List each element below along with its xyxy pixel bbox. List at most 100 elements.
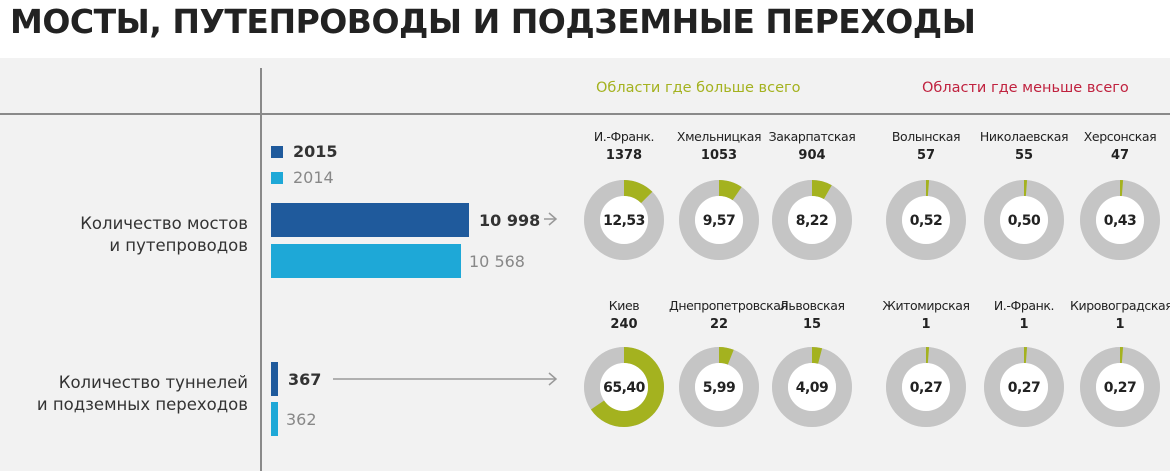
donut-arc xyxy=(772,180,852,260)
donut-value-label: 9,57 xyxy=(703,213,736,229)
donut-center xyxy=(695,363,743,411)
region-count: 1 xyxy=(1019,317,1029,332)
least-regions-header: Области где меньше всего xyxy=(922,80,1129,96)
row-label-tunnels-line2: и подземных переходов xyxy=(36,395,248,414)
donut-value-label: 0,27 xyxy=(1104,380,1137,396)
donut-least-0-2: 0,43 xyxy=(1080,180,1160,260)
donut-value-label: 5,99 xyxy=(703,380,736,396)
donut-arc xyxy=(1080,180,1160,260)
arrow-bridges xyxy=(544,212,558,226)
donut-value-label: 0,50 xyxy=(1008,213,1041,229)
region-most-0-2: Закарпатская 904 xyxy=(762,129,862,164)
column-divider xyxy=(260,68,262,471)
legend-item-2015: 2015 xyxy=(271,142,338,161)
region-most-0-0: И.-Франк. 1378 xyxy=(574,129,674,164)
donut-center xyxy=(1000,363,1048,411)
region-name: Волынская xyxy=(891,129,961,144)
donut-center xyxy=(1096,196,1144,244)
region-least-0-1: Николаевская 55 xyxy=(974,129,1074,164)
region-most-1-1: Днепропетровская 22 xyxy=(669,298,788,333)
row-label-tunnels: Количество туннелей и подземных переходо… xyxy=(18,372,248,416)
region-count: 55 xyxy=(1014,148,1034,163)
region-least-0-0: Волынская 57 xyxy=(876,129,976,164)
region-name: Днепропетровская xyxy=(669,298,788,313)
legend-item-2014: 2014 xyxy=(271,168,334,187)
region-least-1-0: Житомирская 1 xyxy=(876,298,976,333)
bar-2014-0 xyxy=(271,244,461,278)
donut-least-1-1: 0,27 xyxy=(984,347,1064,427)
chart-panel xyxy=(0,58,1170,471)
donut-arc xyxy=(584,180,664,260)
donut-center xyxy=(902,196,950,244)
arrow-tunnels xyxy=(333,372,558,386)
donut-center xyxy=(695,196,743,244)
donut-value-label: 65,40 xyxy=(603,380,646,396)
donut-arc xyxy=(984,347,1064,427)
region-most-1-2: Львовская 15 xyxy=(762,298,862,333)
donut-value-label: 0,43 xyxy=(1104,213,1137,229)
bar-2015-1 xyxy=(271,362,278,396)
region-count: 57 xyxy=(916,148,936,163)
donut-value-label: 0,27 xyxy=(910,380,943,396)
region-most-1-0: Киев 240 xyxy=(574,298,674,333)
region-least-1-1: И.-Франк. 1 xyxy=(974,298,1074,333)
donut-most-0-2: 8,22 xyxy=(772,180,852,260)
donut-arc xyxy=(772,347,852,427)
region-count: 1053 xyxy=(700,148,738,163)
donut-most-1-2: 4,09 xyxy=(772,347,852,427)
donut-arc xyxy=(886,180,966,260)
region-name: Херсонская xyxy=(1083,129,1157,144)
region-name: И.-Франк. xyxy=(993,298,1055,313)
region-count: 47 xyxy=(1110,148,1130,163)
region-name: Николаевская xyxy=(979,129,1069,144)
donut-value-label: 12,53 xyxy=(603,213,645,229)
region-count: 1 xyxy=(1115,317,1125,332)
legend-swatch-2014 xyxy=(271,171,283,184)
row-label-bridges-line1: Количество мостов xyxy=(80,214,248,233)
donut-value-label: 0,52 xyxy=(910,213,943,229)
donut-most-1-0: 65,40 xyxy=(584,347,664,427)
region-name: Закарпатская xyxy=(768,129,856,144)
donut-value-label: 0,27 xyxy=(1008,380,1041,396)
region-count: 240 xyxy=(610,317,638,332)
bar-value-2014-0: 10 568 xyxy=(469,252,525,271)
row-label-tunnels-line1: Количество туннелей xyxy=(58,373,248,392)
donut-center xyxy=(1000,196,1048,244)
legend-swatch-2015 xyxy=(271,145,283,158)
most-regions-header: Области где больше всего xyxy=(596,80,801,96)
region-count: 15 xyxy=(802,317,822,332)
donut-least-1-2: 0,27 xyxy=(1080,347,1160,427)
row-label-bridges: Количество мостов и путепроводов xyxy=(18,213,248,257)
region-name: Житомирская xyxy=(882,298,970,313)
region-name: Хмельницкая xyxy=(676,129,762,144)
donut-most-1-1: 5,99 xyxy=(679,347,759,427)
bar-2015-0 xyxy=(271,203,469,237)
region-name: Кировоградская xyxy=(1070,298,1170,313)
region-least-0-2: Херсонская 47 xyxy=(1070,129,1170,164)
region-name: И.-Франк. xyxy=(593,129,655,144)
donut-arc xyxy=(1080,347,1160,427)
donut-center xyxy=(788,363,836,411)
donut-arc xyxy=(679,180,759,260)
bar-value-2015-0: 10 998 xyxy=(479,211,541,230)
region-count: 1378 xyxy=(605,148,643,163)
region-most-0-1: Хмельницкая 1053 xyxy=(669,129,769,164)
row-label-bridges-line2: и путепроводов xyxy=(109,236,248,255)
donut-least-0-0: 0,52 xyxy=(886,180,966,260)
donut-arc xyxy=(984,180,1064,260)
donut-most-0-1: 9,57 xyxy=(679,180,759,260)
region-count: 1 xyxy=(921,317,931,332)
donut-center xyxy=(600,196,648,244)
donut-least-1-0: 0,27 xyxy=(886,347,966,427)
donut-most-0-0: 12,53 xyxy=(584,180,664,260)
donut-center xyxy=(902,363,950,411)
donut-value-label: 8,22 xyxy=(796,213,829,229)
donut-arc xyxy=(584,347,664,427)
bar-value-2015-1: 367 xyxy=(288,370,322,389)
donut-center xyxy=(788,196,836,244)
region-name: Львовская xyxy=(779,298,845,313)
bar-2014-1 xyxy=(271,402,278,436)
page-title: МОСТЫ, ПУТЕПРОВОДЫ И ПОДЗЕМНЫЕ ПЕРЕХОДЫ xyxy=(10,2,976,41)
